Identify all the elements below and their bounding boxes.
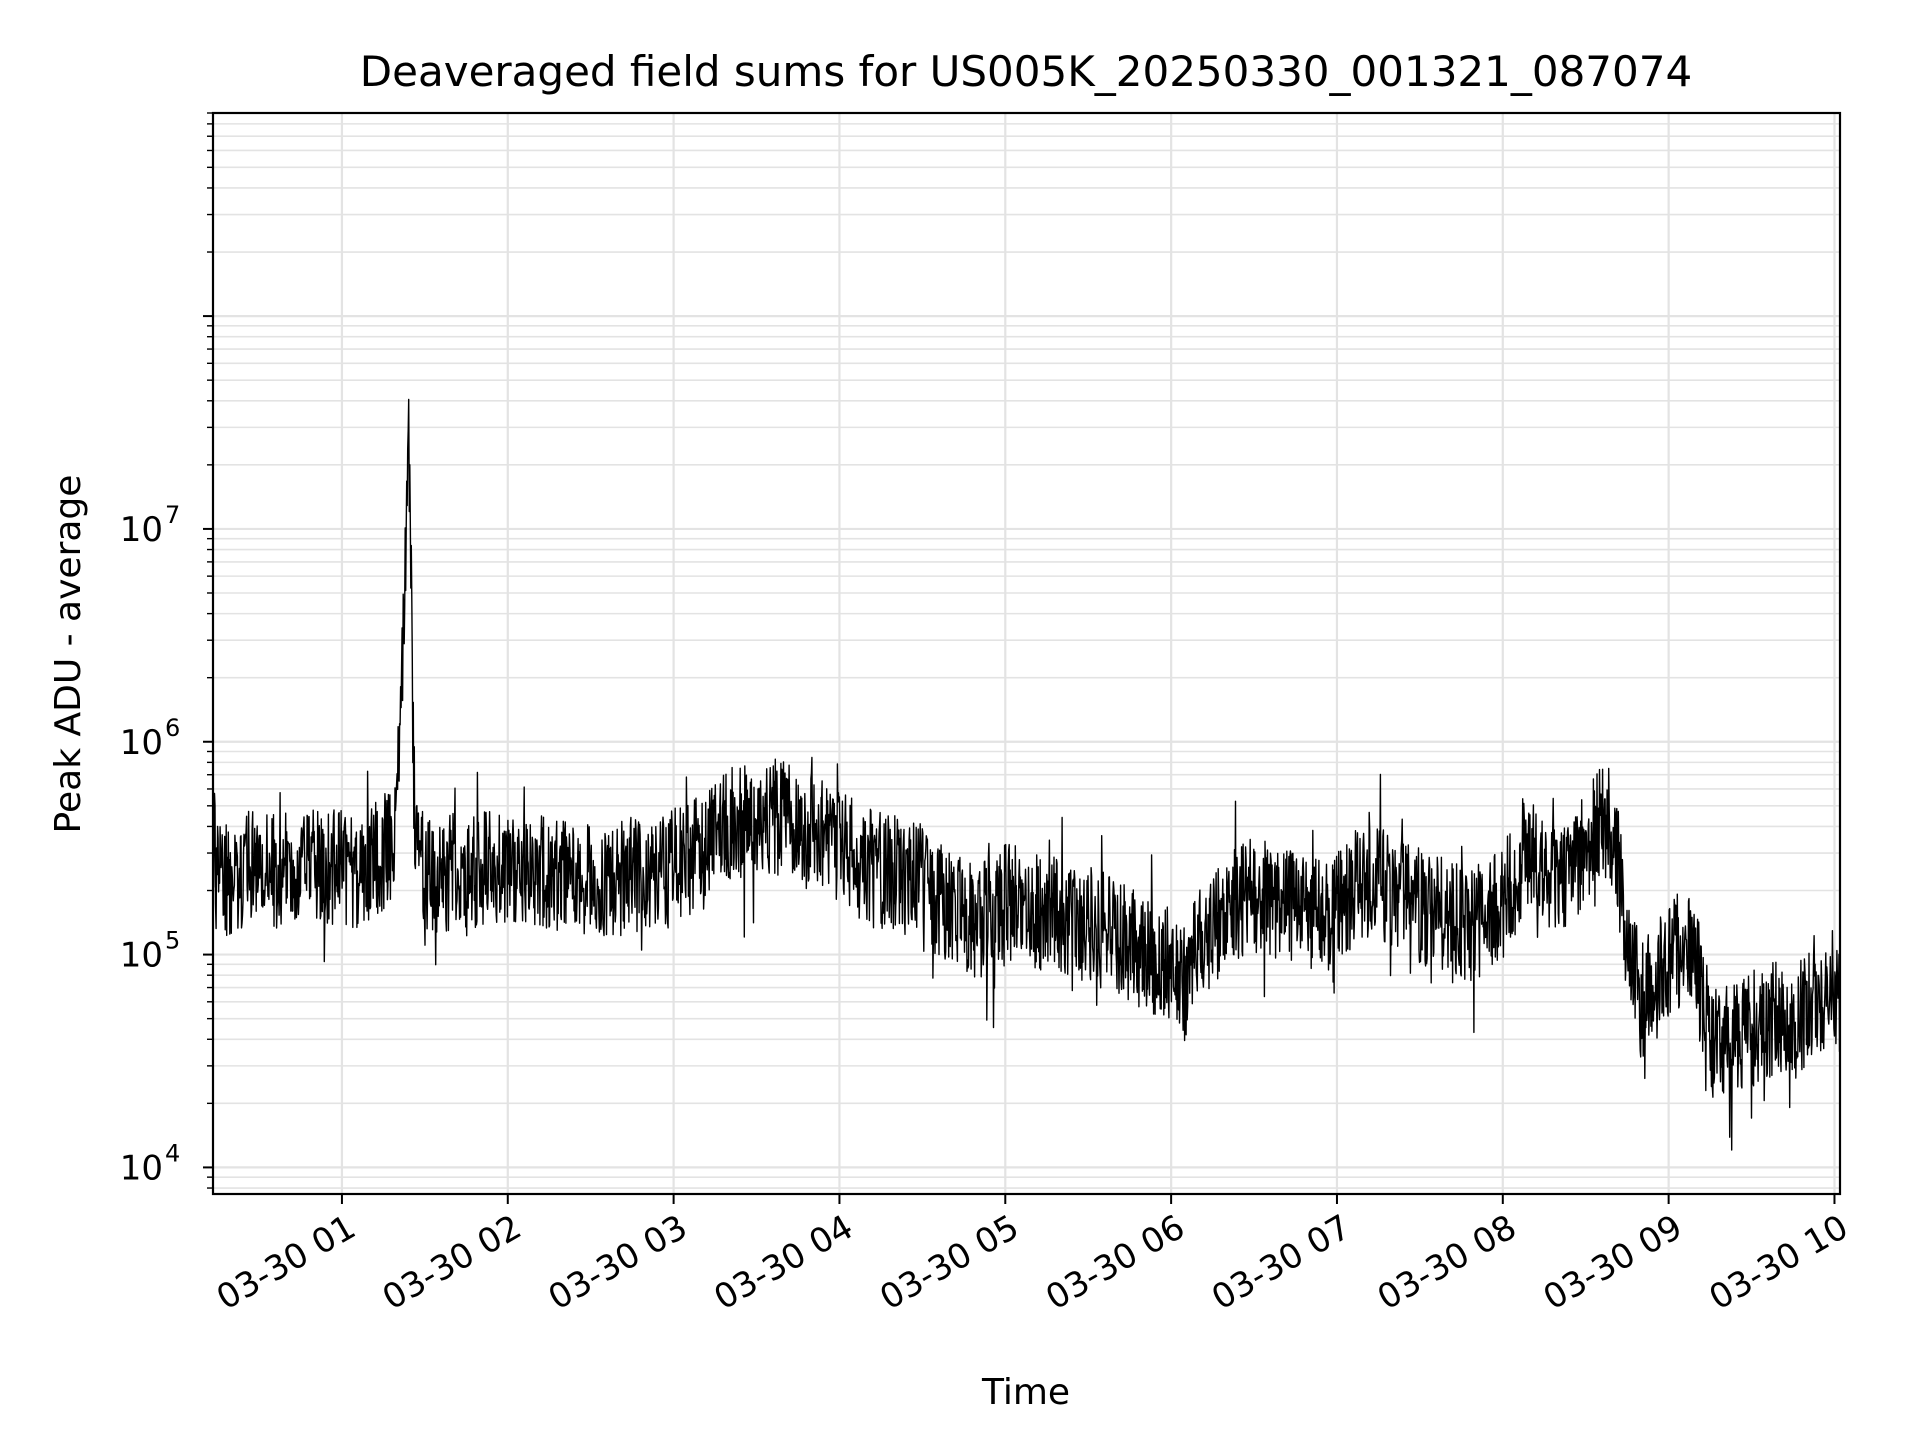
plot-frame: [211, 111, 1842, 1196]
y-tick-exponent: 7: [165, 501, 180, 529]
y-tick-exponent: 5: [165, 927, 180, 955]
y-tick-label: 10: [120, 510, 163, 550]
y-axis-label: Peak ADU - average: [48, 475, 89, 834]
y-tick-label: 10: [120, 1148, 163, 1188]
y-tick-label: 10: [120, 723, 163, 763]
chart-title: Deaveraged field sums for US005K_2025033…: [360, 47, 1692, 96]
y-tick-exponent: 6: [165, 714, 180, 742]
y-tick-exponent: 4: [165, 1139, 180, 1167]
x-axis-label: Time: [981, 1372, 1070, 1413]
y-tick-label: 10: [120, 936, 163, 976]
data-series: [212, 398, 1841, 1151]
series-line: [212, 398, 1841, 1151]
